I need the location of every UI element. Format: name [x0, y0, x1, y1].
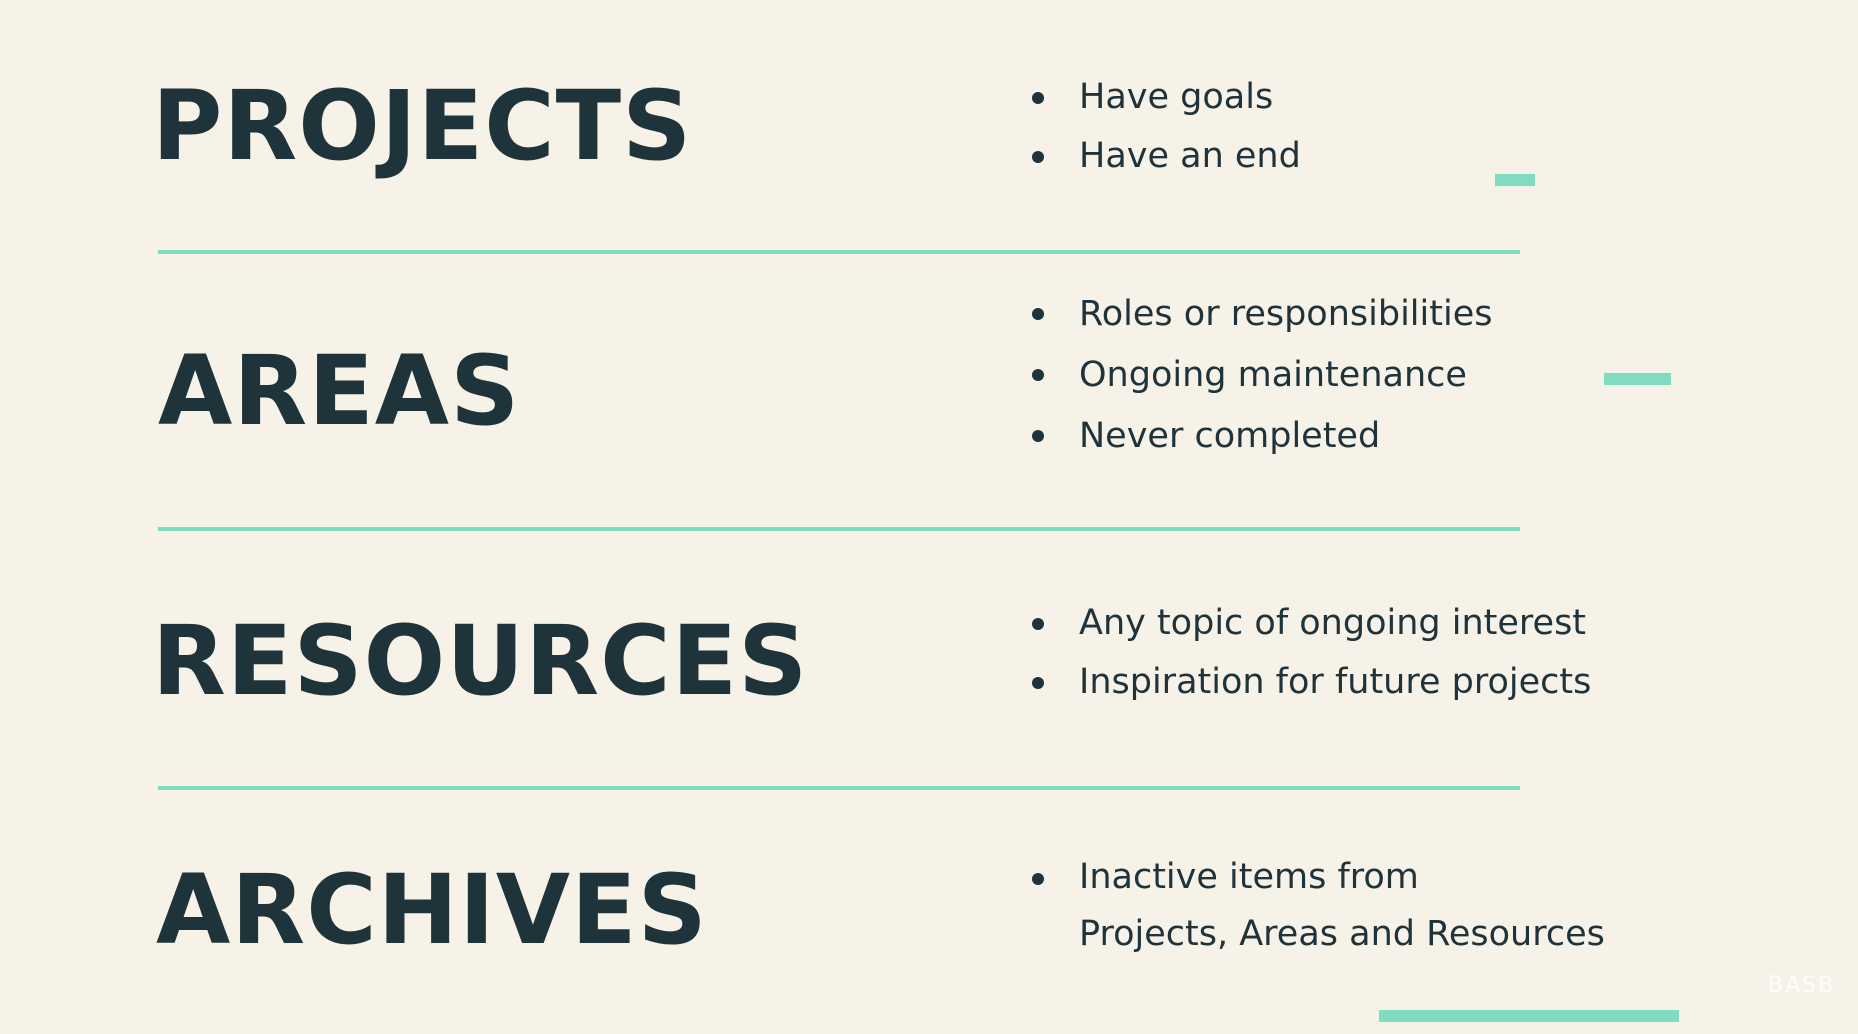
bullet-dot-icon [1032, 873, 1044, 885]
bullet-item: Ongoing maintenance [1030, 345, 1492, 406]
bullet-text: Ongoing maintenance [1079, 355, 1467, 395]
bullet-dot-icon [1032, 308, 1044, 320]
bullet-item: Never completed [1030, 406, 1492, 467]
bullet-dot-icon [1032, 677, 1044, 689]
section-title-resources: RESOURCES [152, 605, 809, 717]
bullet-item: Have an end [1030, 127, 1301, 186]
watermark-logo: BASB [1768, 973, 1836, 998]
bullet-text-line: Inactive items from [1079, 857, 1419, 897]
section-title-archives: ARCHIVES [156, 854, 708, 966]
section-divider [158, 250, 1520, 254]
bullet-dot-icon [1032, 430, 1044, 442]
bullet-dot-icon [1032, 151, 1044, 163]
bullet-item: Have goals [1030, 68, 1301, 127]
bullet-dot-icon [1032, 618, 1044, 630]
bullet-text: Roles or responsibilities [1079, 294, 1493, 334]
accent-bar [1379, 1010, 1679, 1022]
bullet-list-areas: Roles or responsibilities Ongoing mainte… [1030, 284, 1492, 467]
bullet-dot-icon [1032, 369, 1044, 381]
bullet-item: Roles or responsibilities [1030, 284, 1492, 345]
section-divider [158, 527, 1520, 531]
section-title-areas: AREAS [158, 335, 521, 447]
bullet-text: Have an end [1079, 136, 1301, 176]
bullet-text: Any topic of ongoing interest [1079, 603, 1587, 643]
bullet-text: Never completed [1079, 416, 1381, 456]
accent-dash [1495, 174, 1535, 186]
accent-dash [1604, 373, 1671, 385]
bullet-dot-icon [1032, 92, 1044, 104]
bullet-item: Any topic of ongoing interest [1030, 594, 1591, 653]
bullet-text: Have goals [1079, 77, 1274, 117]
bullet-list-resources: Any topic of ongoing interest Inspiratio… [1030, 594, 1591, 712]
bullet-list-archives: Inactive items from Projects, Areas and … [1030, 849, 1605, 963]
bullet-item: Inspiration for future projects [1030, 653, 1591, 712]
bullet-item: Inactive items from Projects, Areas and … [1030, 849, 1605, 963]
bullet-text: Inspiration for future projects [1079, 662, 1592, 702]
bullet-list-projects: Have goals Have an end [1030, 68, 1301, 186]
section-title-projects: PROJECTS [152, 70, 693, 182]
section-divider [158, 786, 1520, 790]
bullet-text-line: Projects, Areas and Resources [1079, 914, 1605, 954]
